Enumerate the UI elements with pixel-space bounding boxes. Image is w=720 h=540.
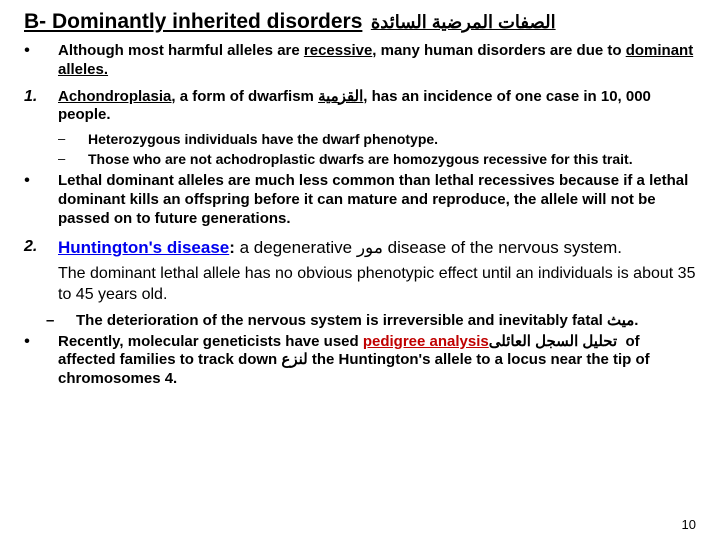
recent-text: Recently, molecular geneticists have use… bbox=[58, 333, 696, 389]
t: The deterioration of the nervous system … bbox=[76, 312, 607, 329]
t: , many human disorders are due to bbox=[372, 42, 625, 59]
hunt-body: The dominant lethal allele has no obviou… bbox=[58, 264, 696, 306]
page-number: 10 bbox=[682, 517, 696, 532]
t: : bbox=[229, 238, 239, 257]
t: تحليل السجل العائلى bbox=[489, 333, 622, 350]
t: a form of dwarfism bbox=[176, 88, 319, 105]
title-en: B- Dominantly inherited disorders bbox=[24, 10, 362, 33]
num-2: 2. bbox=[24, 238, 58, 258]
achondroplasia-row: 1. Achondroplasia, a form of dwarfism ال… bbox=[24, 88, 696, 126]
title: B- Dominantly inherited disorders الصفات… bbox=[24, 10, 696, 34]
t: القزمية bbox=[318, 88, 363, 105]
t: . bbox=[634, 312, 638, 329]
t: مور bbox=[357, 238, 383, 257]
t: disease of the nervous system. bbox=[383, 238, 622, 257]
dash: – bbox=[58, 131, 88, 149]
lethal-text: Lethal dominant alleles are much less co… bbox=[58, 172, 696, 228]
intro-row: • Although most harmful alleles are rece… bbox=[24, 42, 696, 80]
lethal-row: • Lethal dominant alleles are much less … bbox=[24, 172, 696, 228]
deter-row: – The deterioration of the nervous syste… bbox=[46, 312, 696, 331]
t: a degenerative bbox=[240, 238, 357, 257]
sub2: – Those who are not achodroplastic dwarf… bbox=[58, 151, 696, 169]
t: لنزع bbox=[281, 351, 307, 368]
bullet: • bbox=[24, 172, 58, 228]
sub1-text: Heterozygous individuals have the dwarf … bbox=[88, 131, 696, 149]
t: Huntington's disease bbox=[58, 238, 229, 257]
sub2-text: Those who are not achodroplastic dwarfs … bbox=[88, 151, 696, 169]
huntington-row: 2. Huntington's disease: a degenerative … bbox=[24, 238, 696, 258]
t: Although most harmful alleles are bbox=[58, 42, 304, 59]
num-1: 1. bbox=[24, 88, 58, 126]
t: pedigree analysis bbox=[363, 333, 489, 350]
title-ar: الصفات المرضية السائدة bbox=[371, 12, 556, 32]
bullet: • bbox=[24, 333, 46, 389]
sub1: – Heterozygous individuals have the dwar… bbox=[58, 131, 696, 149]
t: ميث bbox=[607, 312, 634, 329]
dash: – bbox=[46, 312, 76, 331]
ach-text: Achondroplasia, a form of dwarfism القزم… bbox=[58, 88, 696, 126]
t: Recently, molecular geneticists have use… bbox=[58, 333, 363, 350]
t: recessive bbox=[304, 42, 372, 59]
recent-row: • Recently, molecular geneticists have u… bbox=[24, 333, 696, 389]
deter-text: The deterioration of the nervous system … bbox=[76, 312, 696, 331]
dash: – bbox=[58, 151, 88, 169]
hunt-head: Huntington's disease: a degenerative مور… bbox=[58, 238, 696, 258]
bullet: • bbox=[24, 42, 58, 80]
t: Achondroplasia, bbox=[58, 88, 176, 105]
intro-text: Although most harmful alleles are recess… bbox=[58, 42, 696, 80]
